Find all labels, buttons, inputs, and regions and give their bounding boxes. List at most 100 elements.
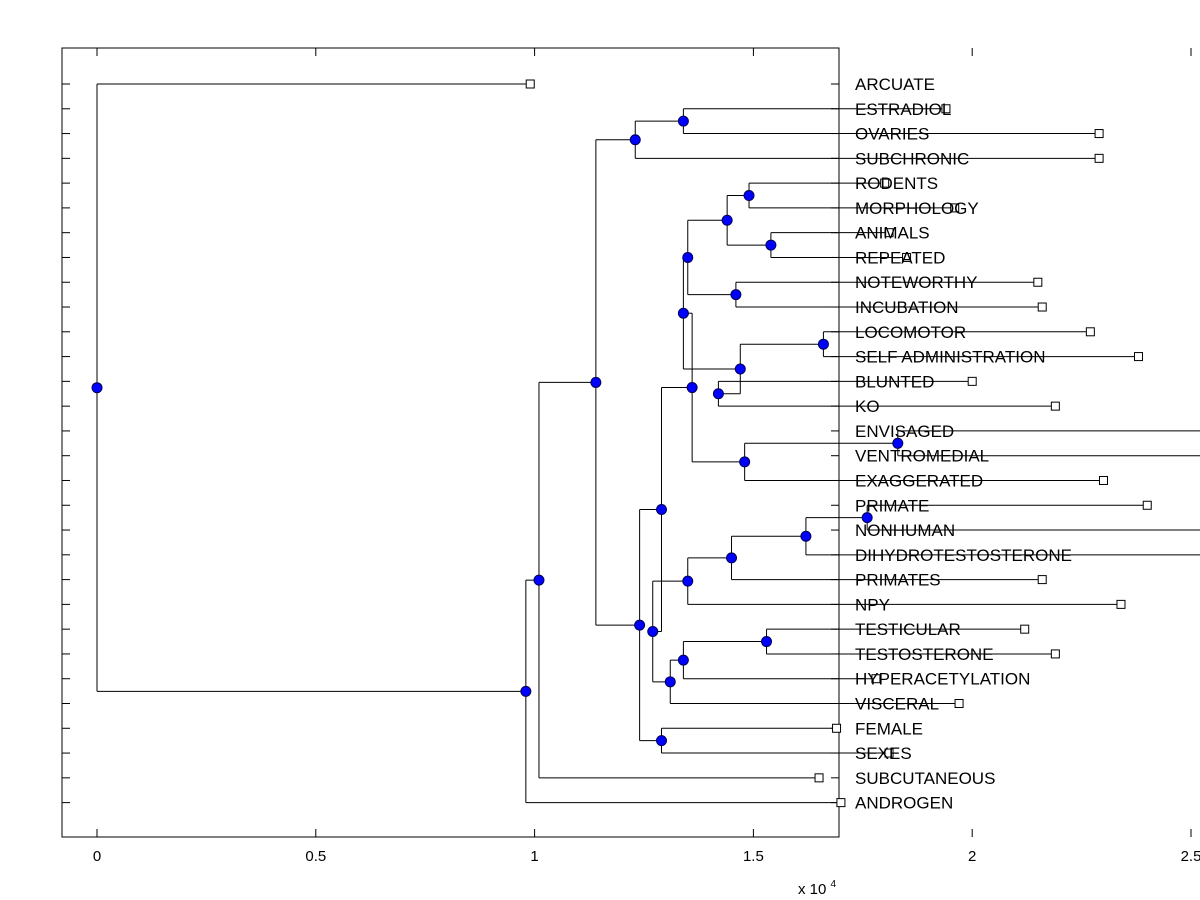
leaf-marker xyxy=(836,798,846,808)
leaf-label: NOTEWORTHY xyxy=(855,273,977,292)
leaf-label: BLUNTED xyxy=(855,372,934,391)
x-axis-multiplier: x 10 4 xyxy=(798,879,837,898)
merge-node-markers xyxy=(91,115,904,747)
x-axis-multiplier-exponent: 4 xyxy=(831,879,837,890)
merge-node xyxy=(726,552,738,564)
merge-node xyxy=(677,307,689,319)
leaf-marker xyxy=(884,748,894,758)
leaf-label: NONHUMAN xyxy=(855,521,955,540)
x-tick-label: 0.5 xyxy=(305,848,326,865)
leaf-marker xyxy=(1085,327,1095,337)
leaf-marker xyxy=(1050,649,1060,659)
merge-node xyxy=(721,214,733,226)
leaf-label: KO xyxy=(855,397,880,416)
merge-node xyxy=(682,575,694,587)
x-tick-label: 0 xyxy=(93,848,101,865)
leaf-marker xyxy=(814,773,824,783)
leaf-label: HYPERACETYLATION xyxy=(855,670,1030,689)
leaf-label: RODENTS xyxy=(855,174,938,193)
leaf-marker xyxy=(1116,599,1126,609)
x-tick-label: 2 xyxy=(968,848,976,865)
merge-node xyxy=(647,625,659,637)
leaf-marker xyxy=(880,178,890,188)
x-tick-label: 1 xyxy=(530,848,538,865)
leaf-marker xyxy=(1133,352,1143,362)
merge-node xyxy=(520,685,532,697)
y-tick-marks xyxy=(62,83,839,804)
plot-area-frame xyxy=(61,47,840,838)
leaf-markers xyxy=(525,79,1152,808)
leaf-label: SUBCHRONIC xyxy=(855,149,969,168)
merge-node xyxy=(861,512,873,524)
leaf-marker xyxy=(1037,575,1047,585)
leaf-label: INCUBATION xyxy=(855,298,959,317)
merge-node xyxy=(590,376,602,388)
dendrogram-links xyxy=(96,83,1200,804)
leaf-marker xyxy=(1020,624,1030,634)
leaf-marker xyxy=(1098,475,1108,485)
leaf-label: PRIMATES xyxy=(855,571,941,590)
leaf-label: REPEATED xyxy=(855,248,945,267)
leaf-label: ARCUATE xyxy=(855,75,935,94)
leaf-marker xyxy=(967,376,977,386)
leaf-label: SELF ADMINISTRATION xyxy=(855,348,1046,367)
leaf-marker xyxy=(884,228,894,238)
merge-node xyxy=(739,456,751,468)
x-axis-ticks: 00.511.522.53 xyxy=(93,48,1200,865)
merge-node xyxy=(712,388,724,400)
x-tick-label: 1.5 xyxy=(743,848,764,865)
merge-node xyxy=(734,363,746,375)
leaf-marker xyxy=(1094,153,1104,163)
merge-node xyxy=(677,115,689,127)
merge-node xyxy=(664,676,676,688)
leaf-label: PRIMATE xyxy=(855,496,929,515)
merge-node xyxy=(533,574,545,586)
leaf-marker xyxy=(871,674,881,684)
leaf-label: ENVISAGED xyxy=(855,422,954,441)
leaf-label: SEXES xyxy=(855,744,912,763)
leaf-marker xyxy=(1050,401,1060,411)
leaf-marker xyxy=(954,699,964,708)
leaf-marker xyxy=(950,203,960,213)
leaf-labels: ARCUATE ESTRADIOL OVARIES SUBCHRONIC RODENTS… xyxy=(855,75,1072,813)
leaf-label: LOCOMOTOR xyxy=(855,323,966,342)
leaf-label: ANDROGEN xyxy=(855,794,953,813)
leaf-label: EXAGGERATED xyxy=(855,471,983,490)
merge-node xyxy=(892,437,904,449)
leaf-label: OVARIES xyxy=(855,125,929,144)
merge-node xyxy=(800,530,812,542)
merge-node xyxy=(634,619,646,631)
merge-node xyxy=(761,636,773,648)
merge-node xyxy=(682,251,694,263)
merge-node xyxy=(677,654,689,666)
merge-node xyxy=(730,289,742,301)
leaf-marker xyxy=(1033,277,1043,287)
merge-node xyxy=(743,190,755,202)
leaf-label: MORPHOLOGY xyxy=(855,199,979,218)
leaf-marker xyxy=(525,79,535,89)
merge-node xyxy=(656,504,668,516)
merge-node xyxy=(91,382,103,394)
merge-node xyxy=(629,134,641,146)
merge-node xyxy=(656,735,668,747)
merge-node xyxy=(765,239,777,251)
leaf-label: SUBCUTANEOUS xyxy=(855,769,995,788)
merge-node xyxy=(686,382,698,394)
leaf-label: TESTOSTERONE xyxy=(855,645,994,664)
leaf-label: DIHYDROTESTOSTERONE xyxy=(855,546,1072,565)
leaf-label: ESTRADIOL xyxy=(855,100,951,119)
leaf-label: TESTICULAR xyxy=(855,620,961,639)
leaf-marker xyxy=(902,252,912,262)
leaf-marker xyxy=(1037,302,1047,312)
leaf-label: VISCERAL xyxy=(855,695,939,714)
leaf-label: VENTROMEDIAL xyxy=(855,447,989,466)
leaf-marker xyxy=(832,723,842,733)
x-tick-label: 2.5 xyxy=(1181,848,1200,865)
leaf-label: FEMALE xyxy=(855,719,923,738)
x-axis-multiplier-base: x 10 xyxy=(798,881,826,898)
leaf-marker xyxy=(1142,500,1152,510)
leaf-label: NPY xyxy=(855,595,890,614)
leaf-marker xyxy=(1094,129,1104,139)
merge-node xyxy=(817,338,829,350)
